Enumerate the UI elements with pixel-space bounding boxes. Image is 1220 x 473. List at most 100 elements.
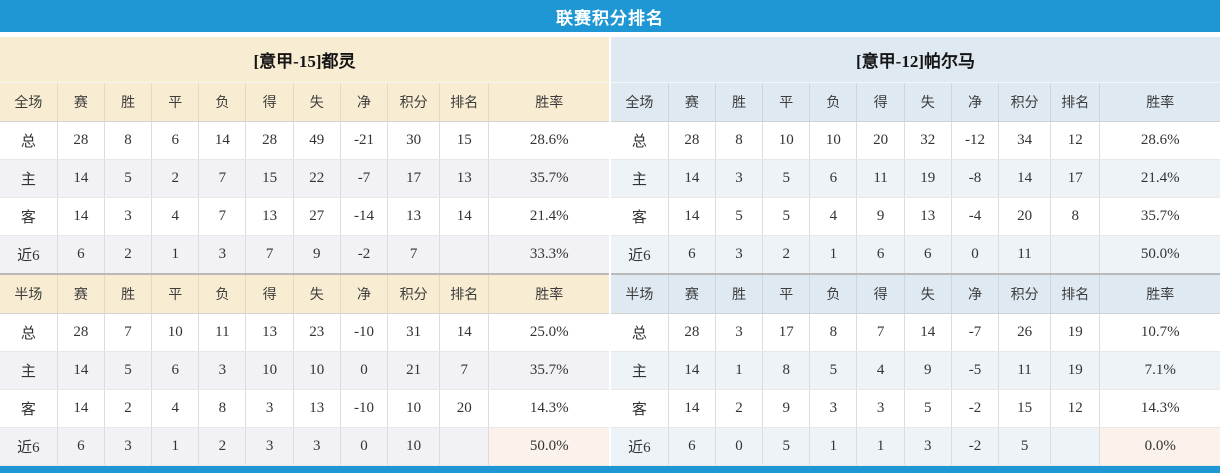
column-header: 胜率	[1099, 273, 1220, 314]
row-label: 客	[0, 197, 58, 236]
win-rate-cell: 10.7%	[1099, 313, 1220, 352]
stat-cell: -21	[340, 121, 389, 160]
stat-cell: 5	[904, 389, 952, 428]
stat-cell: 3	[245, 427, 294, 466]
stat-cell: 8	[809, 313, 858, 352]
stat-cell: 14	[668, 197, 716, 236]
rank-cell: 12	[1050, 389, 1101, 428]
row-label: 客	[611, 389, 669, 428]
row-label: 总	[611, 313, 669, 352]
table-row: 总 28 8 6 14 28 49 -21 30 15 28.6%	[0, 121, 609, 160]
rank-cell: 13	[439, 159, 490, 198]
page-title-bar: 联赛积分排名	[0, 0, 1220, 32]
stat-cell: -5	[951, 351, 1000, 390]
stat-cell: 3	[104, 197, 153, 236]
stat-cell: 4	[856, 351, 905, 390]
column-header: 全场	[611, 83, 669, 122]
row-label: 客	[611, 197, 669, 236]
stat-cell: 19	[904, 159, 952, 198]
win-rate-cell: 25.0%	[488, 313, 609, 352]
stat-cell: 6	[57, 427, 105, 466]
rank-cell: 15	[439, 121, 490, 160]
column-header: 积分	[387, 273, 441, 314]
stat-cell: 3	[198, 351, 247, 390]
page-title: 联赛积分排名	[556, 8, 664, 28]
bottom-accent-bar	[0, 466, 1220, 473]
stat-cell: 14	[668, 351, 716, 390]
win-rate-cell: 28.6%	[488, 121, 609, 160]
table-row: 主 14 5 6 3 10 10 0 21 7 35.7%	[0, 351, 609, 390]
stat-cell: 14	[57, 197, 105, 236]
column-header: 失	[904, 83, 952, 122]
stat-cell: -10	[340, 389, 389, 428]
stat-cell: 7	[198, 159, 247, 198]
stat-cell: 1	[151, 427, 200, 466]
column-header: 胜	[715, 83, 764, 122]
stat-cell: 0	[715, 427, 764, 466]
section-header-row: 半场赛胜平负得失净积分 排名 胜率	[611, 273, 1220, 314]
stat-cell: 2	[104, 389, 153, 428]
stat-cell: 9	[904, 351, 952, 390]
stat-cell: -4	[951, 197, 1000, 236]
stat-cell: 14	[57, 389, 105, 428]
stat-cell: 3	[856, 389, 905, 428]
stat-cell: 3	[245, 389, 294, 428]
stat-cell: 11	[856, 159, 905, 198]
column-header: 半场	[0, 273, 58, 314]
win-rate-cell: 33.3%	[488, 235, 609, 275]
stat-cell: 4	[151, 389, 200, 428]
stat-cell: 3	[809, 389, 858, 428]
stat-cell: 17	[762, 313, 811, 352]
stat-cell: 14	[198, 121, 247, 160]
stat-cell: 5	[762, 159, 811, 198]
column-header: 半场	[611, 273, 669, 314]
stats-table: 全场赛胜平负得失净积分 排名 胜率总 28 8 10 10 20 32 -12 34 12 28.6% 主…	[611, 83, 1220, 466]
column-header: 排名	[439, 273, 490, 314]
row-label: 主	[0, 159, 58, 198]
stat-cell: 2	[762, 235, 811, 275]
rank-cell: 14	[439, 197, 490, 236]
points-cell: 14	[998, 159, 1052, 198]
win-rate-cell: 35.7%	[1099, 197, 1220, 236]
column-header: 排名	[439, 83, 490, 122]
table-row: 总 28 8 10 10 20 32 -12 34 12 28.6%	[611, 121, 1220, 160]
win-rate-cell: 21.4%	[1099, 159, 1220, 198]
table-row: 近6 6 0 5 1 1 3 -2 5 0.0%	[611, 427, 1220, 466]
stat-cell: 8	[762, 351, 811, 390]
team-title: [意甲-15]都灵	[0, 37, 609, 83]
points-cell: 17	[387, 159, 441, 198]
win-rate-cell: 28.6%	[1099, 121, 1220, 160]
stat-cell: 6	[151, 351, 200, 390]
section-header-row: 全场赛胜平负得失净积分 排名 胜率	[611, 83, 1220, 122]
column-header: 排名	[1050, 273, 1101, 314]
column-header: 胜率	[1099, 83, 1220, 122]
points-cell: 13	[387, 197, 441, 236]
table-row: 主 14 5 2 7 15 22 -7 17 13 35.7%	[0, 159, 609, 198]
column-header: 赛	[668, 273, 716, 314]
column-header: 失	[293, 83, 341, 122]
stat-cell: 14	[668, 389, 716, 428]
column-header: 胜	[104, 273, 153, 314]
stat-cell: 4	[809, 197, 858, 236]
table-row: 总 28 3 17 8 7 14 -7 26 19 10.7%	[611, 313, 1220, 352]
row-label: 近6	[0, 427, 58, 466]
points-cell: 7	[387, 235, 441, 275]
column-header: 得	[856, 83, 905, 122]
column-header: 失	[293, 273, 341, 314]
points-cell: 11	[998, 351, 1052, 390]
column-header: 积分	[998, 273, 1052, 314]
rank-cell: 14	[439, 313, 490, 352]
stat-cell: 14	[904, 313, 952, 352]
column-header: 平	[762, 273, 811, 314]
stat-cell: 13	[245, 197, 294, 236]
stat-cell: 5	[715, 197, 764, 236]
stat-cell: 28	[57, 121, 105, 160]
rank-cell	[439, 427, 490, 466]
column-header: 得	[245, 83, 294, 122]
stat-cell: 3	[715, 313, 764, 352]
team-panels: [意甲-15]都灵 全场赛胜平负得失净积分 排名 胜率总 28 8 6 14 28 49 -21 30…	[0, 37, 1220, 466]
points-cell: 11	[998, 235, 1052, 275]
stat-cell: 2	[198, 427, 247, 466]
win-rate-cell: 14.3%	[488, 389, 609, 428]
win-rate-cell: 7.1%	[1099, 351, 1220, 390]
